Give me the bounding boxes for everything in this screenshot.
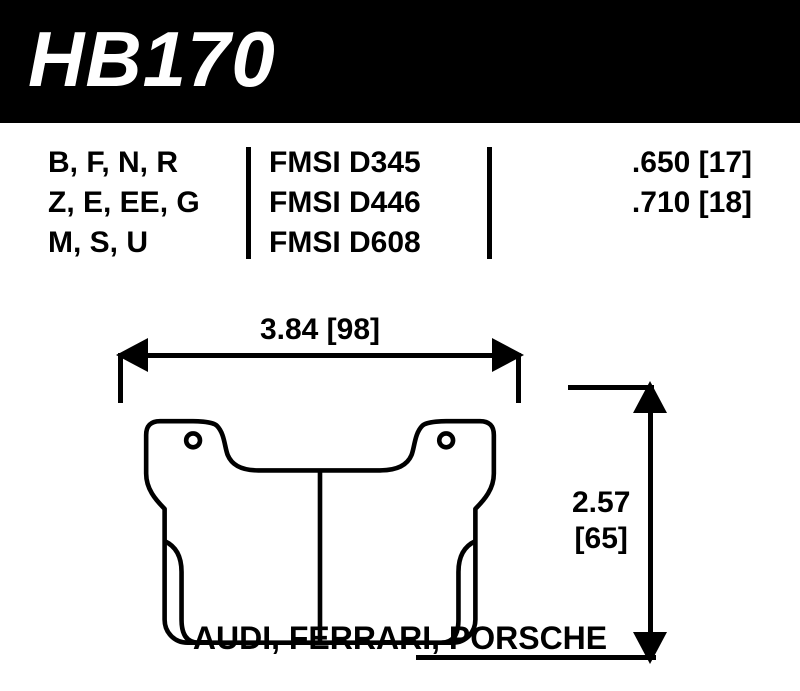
height-arrow xyxy=(648,385,653,660)
applications-label: AUDI, FERRARI, PORSCHE xyxy=(0,620,800,657)
divider xyxy=(246,147,251,259)
fmsi-column: FMSI D345 FMSI D446 FMSI D608 xyxy=(269,145,469,261)
divider xyxy=(487,147,492,259)
fmsi-row: FMSI D446 xyxy=(269,185,469,221)
spec-columns: B, F, N, R Z, E, EE, G M, S, U FMSI D345… xyxy=(0,123,800,261)
header-bar: HB170 xyxy=(0,0,800,123)
width-label: 3.84 [98] xyxy=(120,313,520,347)
thickness-row: .650 [17] xyxy=(632,145,752,181)
thickness-column: .650 [17] .710 [18] xyxy=(632,145,752,221)
mounting-hole-left xyxy=(186,433,200,447)
compounds-column: B, F, N, R Z, E, EE, G M, S, U xyxy=(48,145,228,261)
compounds-row: B, F, N, R xyxy=(48,145,228,181)
height-value-in: 2.57 xyxy=(572,486,630,519)
height-label: 2.57 [65] xyxy=(572,485,630,557)
mounting-hole-right xyxy=(439,433,453,447)
compounds-row: M, S, U xyxy=(48,225,228,261)
pad-diagram: 3.84 [98] 2.57 [65] xyxy=(80,313,700,673)
height-value-mm: [65] xyxy=(575,522,628,555)
width-dimension: 3.84 [98] xyxy=(120,313,520,373)
compounds-row: Z, E, EE, G xyxy=(48,185,228,221)
spec-body: B, F, N, R Z, E, EE, G M, S, U FMSI D345… xyxy=(0,123,800,683)
width-arrow xyxy=(120,353,520,358)
thickness-row: .710 [18] xyxy=(632,185,752,221)
fmsi-row: FMSI D345 xyxy=(269,145,469,181)
fmsi-row: FMSI D608 xyxy=(269,225,469,261)
part-number: HB170 xyxy=(28,14,772,105)
